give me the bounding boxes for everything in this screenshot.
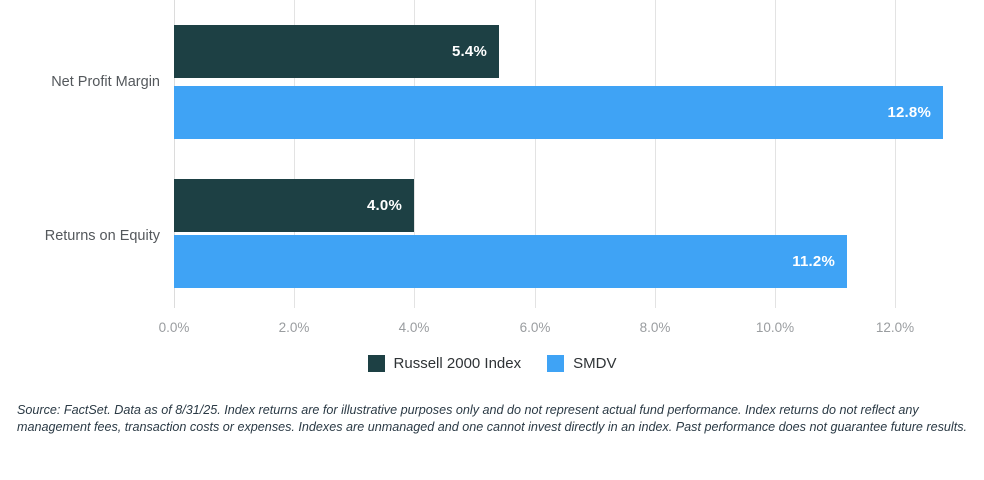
xtick-label-4: 4.0%	[398, 320, 430, 335]
bar-value-label: 4.0%	[367, 197, 402, 214]
xtick-label-0: 0.0%	[158, 320, 190, 335]
plot-area: 5.4% 12.8% 4.0% 11.2% 0.0% 2.0% 4.0% 6.0…	[159, 0, 943, 335]
gridline-6	[535, 0, 536, 308]
gridline-12	[895, 0, 896, 308]
category-axis: Net Profit Margin Returns on Equity	[0, 0, 160, 308]
gridline-10	[775, 0, 776, 308]
footnote-disclaimer: Source: FactSet. Data as of 8/31/25. Ind…	[17, 403, 967, 435]
bar-value-label: 5.4%	[452, 43, 487, 60]
bar-value-label: 11.2%	[792, 253, 835, 270]
bar-smdv-returns-on-equity[interactable]: 11.2%	[174, 235, 847, 288]
gridline-2	[294, 0, 295, 308]
legend-label: SMDV	[573, 355, 617, 372]
xtick-label-6: 6.0%	[519, 320, 551, 335]
gridline-4	[414, 0, 415, 308]
xtick-label-2: 2.0%	[278, 320, 310, 335]
bar-value-label: 12.8%	[887, 104, 931, 121]
xtick-label-8: 8.0%	[639, 320, 671, 335]
xtick-label-10: 10.0%	[755, 320, 795, 335]
gridline-8	[655, 0, 656, 308]
chart-legend: Russell 2000 Index SMDV	[0, 355, 984, 372]
legend-swatch-icon	[367, 355, 385, 372]
legend-item-russell-2000-index[interactable]: Russell 2000 Index	[367, 355, 522, 372]
category-label-returns-on-equity: Returns on Equity	[44, 228, 160, 244]
legend-item-smdv[interactable]: SMDV	[547, 355, 616, 372]
category-label-net-profit-margin: Net Profit Margin	[51, 74, 160, 90]
gridline-0	[174, 0, 175, 308]
bar-russell-2000-index-returns-on-equity[interactable]: 4.0%	[174, 179, 414, 232]
legend-swatch-icon	[547, 355, 565, 372]
bar-russell-2000-index-net-profit-margin[interactable]: 5.4%	[174, 25, 499, 78]
legend-label: Russell 2000 Index	[393, 355, 522, 372]
bar-smdv-net-profit-margin[interactable]: 12.8%	[174, 86, 943, 139]
xtick-label-12: 12.0%	[875, 320, 915, 335]
